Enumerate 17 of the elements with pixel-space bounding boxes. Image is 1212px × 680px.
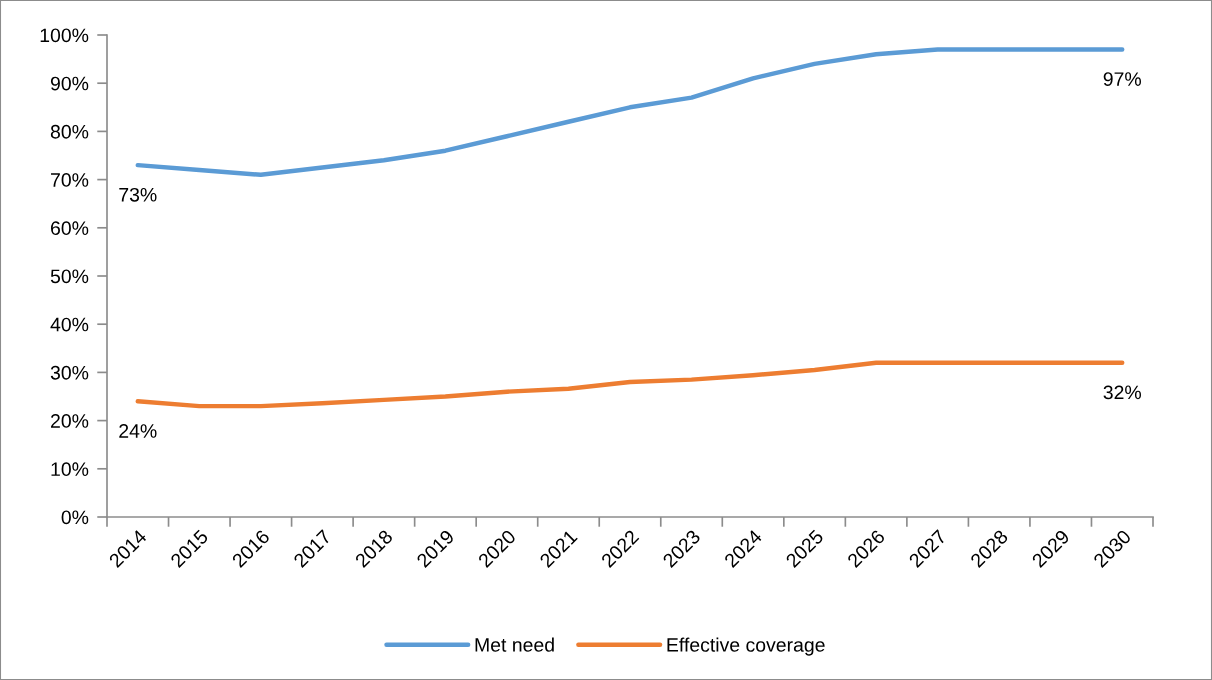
legend-label: Met need [475, 637, 554, 652]
data-label: 32% [1103, 385, 1141, 400]
y-tick-label: 20% [51, 414, 89, 428]
y-tick-label: 50% [50, 269, 89, 284]
y-tick-label: 60% [51, 221, 89, 236]
y-tick-label: 90% [50, 76, 89, 91]
y-tick-label: 100% [40, 28, 89, 43]
y-tick-label: 30% [50, 365, 89, 380]
data-label: 73% [119, 187, 157, 202]
y-tick-label: 10% [51, 462, 89, 477]
data-label: 24% [119, 424, 157, 438]
y-tick-label: 0% [61, 510, 89, 525]
y-tick-label: 70% [51, 173, 89, 187]
y-tick-label: 80% [50, 124, 89, 139]
legend-label: Effective coverage [667, 637, 825, 656]
y-tick-label: 40% [50, 317, 89, 332]
data-label: 97% [1103, 72, 1141, 86]
